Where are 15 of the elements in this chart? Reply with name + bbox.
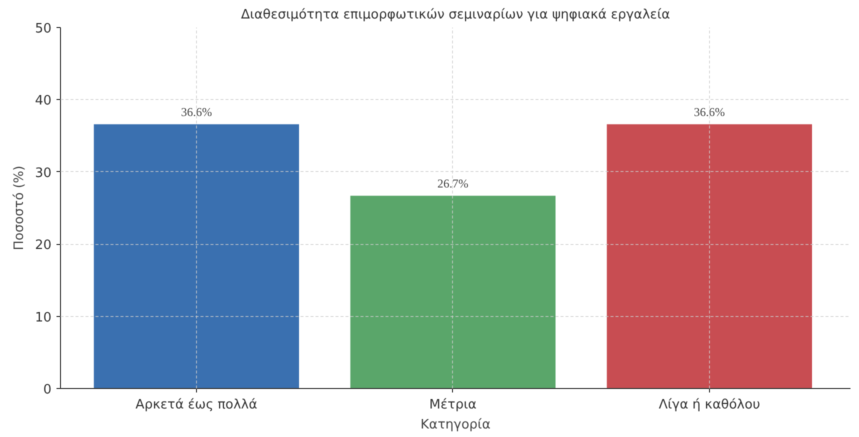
data-label: 36.6% [694,105,725,120]
y-axis-title: Ποσοστό (%) [12,166,27,250]
x-tick-label: Αρκετά έως πολλά [136,398,258,412]
x-tick-label: Λίγα ή καθόλου [658,398,760,412]
y-tick-label: 20 [34,238,52,254]
y-tick-label: 40 [34,94,52,109]
x-axis-title: Κατηγορία [420,418,491,432]
chart-title: Διαθεσιμότητα επιμορφωτικών σεμιναρίων για ψηφιακά εργαλεία [240,8,670,22]
y-tick-label: 0 [43,382,52,398]
data-label: 26.7% [437,176,468,191]
x-tick-label: Μέτρια [429,398,477,412]
data-label: 36.6% [180,105,212,120]
y-tick-label: 50 [34,22,52,36]
y-tick-label: 10 [34,310,52,326]
y-tick-label: 30 [34,166,52,181]
